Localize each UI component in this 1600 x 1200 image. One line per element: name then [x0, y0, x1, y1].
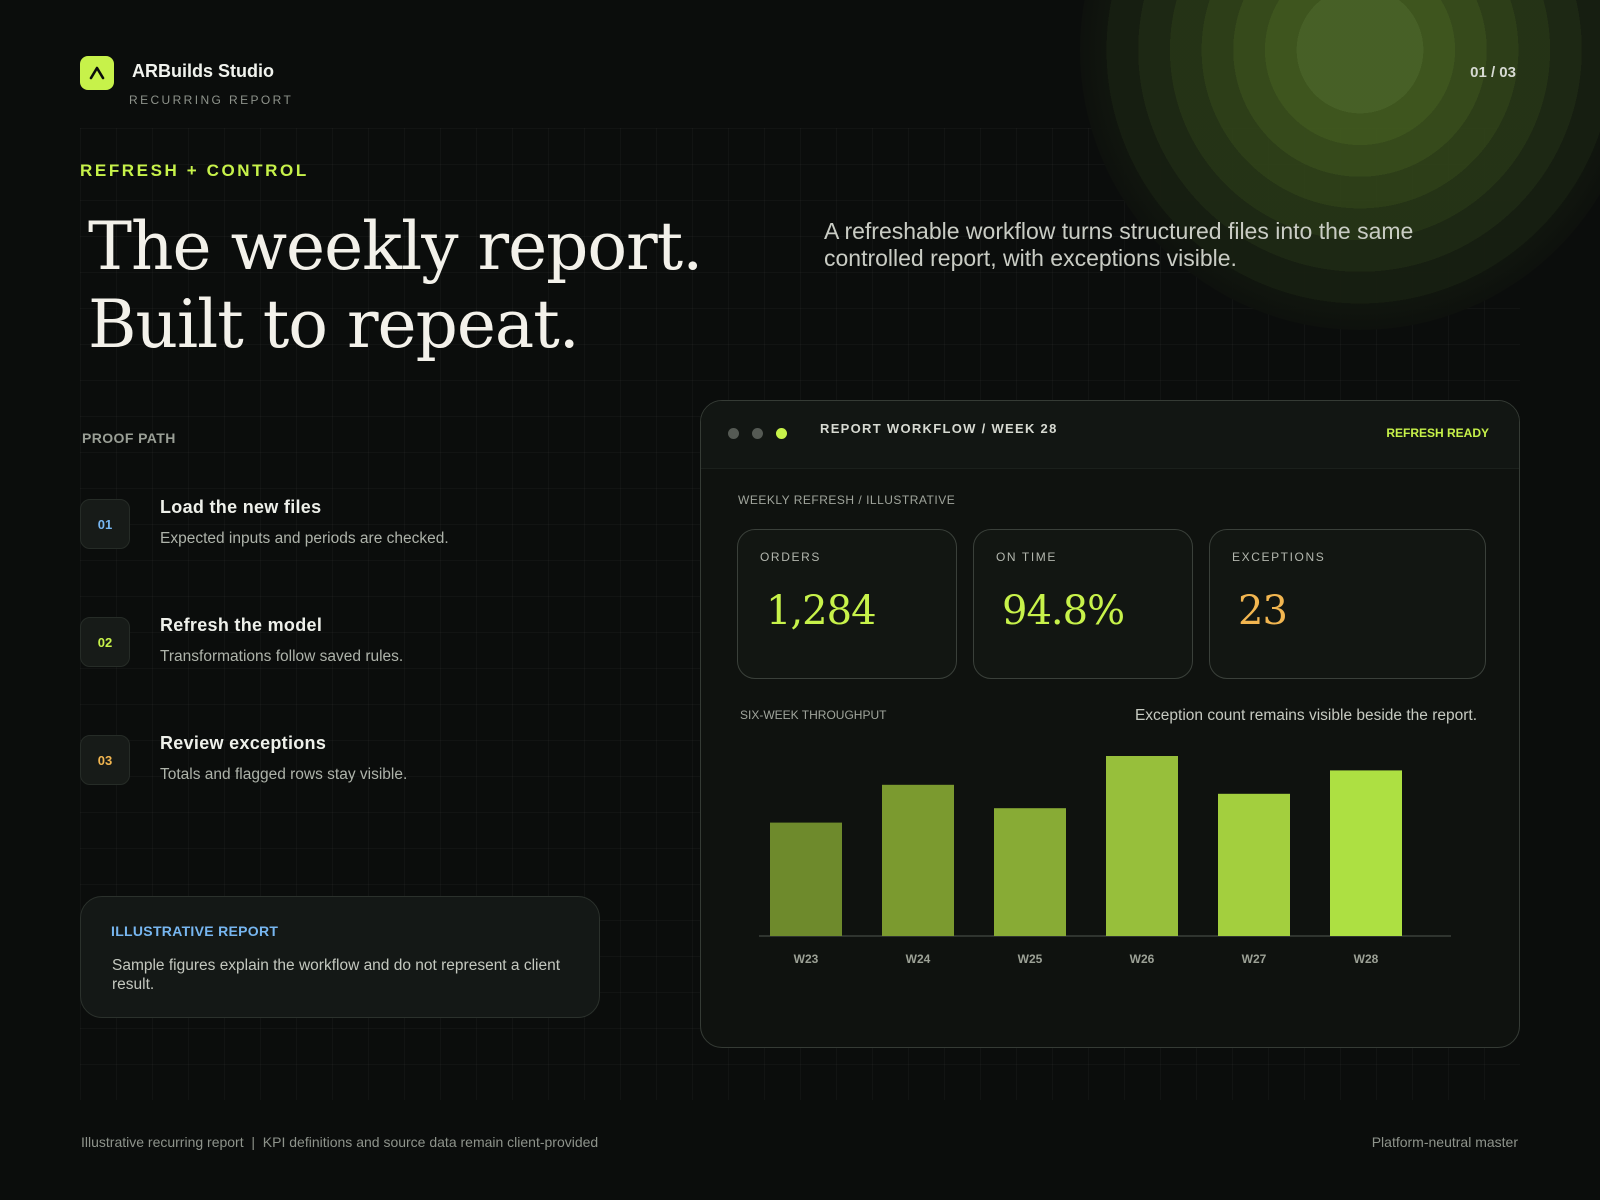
panel-header: REPORT WORKFLOW / WEEK 28 REFRESH READY — [701, 401, 1519, 469]
throughput-bar-chart: W23 W24 W25 W26 W27 W28 — [759, 756, 1451, 966]
panel-title: REPORT WORKFLOW / WEEK 28 — [820, 421, 1058, 436]
chart-tick-label: W24 — [906, 952, 931, 966]
kpi-value: 23 — [1238, 588, 1288, 634]
chart-tick-label: W25 — [1018, 952, 1043, 966]
kpi-label: ON TIME — [996, 550, 1057, 564]
chart-bar-w24 — [882, 784, 954, 936]
eyebrow: REFRESH + CONTROL — [80, 161, 309, 180]
chart-label: SIX-WEEK THROUGHPUT — [740, 708, 887, 722]
step-load-files: 01 Load the new files Expected inputs an… — [80, 497, 449, 549]
panel-subtitle: WEEKLY REFRESH / ILLUSTRATIVE — [738, 493, 956, 507]
window-dot-icon — [728, 428, 739, 439]
window-dot-active-icon — [776, 428, 787, 439]
chevron-up-icon — [80, 56, 114, 90]
chart-tick-label: W23 — [794, 952, 819, 966]
step-number-badge: 01 — [80, 499, 130, 549]
chart-bar-w25 — [994, 808, 1066, 936]
chart-tick-label: W26 — [1130, 952, 1155, 966]
step-description: Expected inputs and periods are checked. — [160, 530, 449, 547]
chart-bar-w26 — [1106, 756, 1178, 936]
kpi-card-on-time: ON TIME 94.8% — [973, 529, 1193, 679]
headline-line-2: Built to repeat. — [88, 286, 580, 363]
proof-path-label: PROOF PATH — [82, 430, 176, 446]
step-title: Review exceptions — [160, 733, 327, 753]
note-title: ILLUSTRATIVE REPORT — [111, 923, 279, 939]
step-number-badge: 03 — [80, 735, 130, 785]
chart-tick-label: W28 — [1354, 952, 1379, 966]
step-number-badge: 02 — [80, 617, 130, 667]
footer-left: Illustrative recurring report | KPI defi… — [81, 1134, 599, 1150]
step-title: Load the new files — [160, 497, 322, 517]
footer-right: Platform-neutral master — [1371, 1134, 1518, 1150]
brand: ARBuilds Studio RECURRING REPORT — [80, 56, 293, 107]
note-body: Sample figures explain the workflow and … — [112, 957, 561, 993]
window-dot-icon — [752, 428, 763, 439]
chart-bar-w28 — [1330, 770, 1402, 936]
kpi-value: 94.8% — [1002, 588, 1125, 634]
kpi-label: ORDERS — [760, 550, 821, 564]
kpi-card-orders: ORDERS 1,284 — [737, 529, 957, 679]
headline-line-1: The weekly report. — [88, 208, 703, 285]
step-title: Refresh the model — [160, 615, 323, 635]
chart-bar-w27 — [1218, 793, 1290, 936]
kpi-value: 1,284 — [766, 588, 877, 634]
chart-note: Exception count remains visible beside t… — [1134, 707, 1477, 724]
report-workflow-panel: REPORT WORKFLOW / WEEK 28 REFRESH READY … — [700, 400, 1520, 1048]
headline: The weekly report. Built to repeat. — [88, 208, 703, 364]
step-review-exceptions: 03 Review exceptions Totals and flagged … — [80, 733, 408, 785]
kpi-label: EXCEPTIONS — [1232, 550, 1326, 564]
intro-text: A refreshable workflow turns structured … — [824, 218, 1414, 271]
chart-bar-w23 — [770, 822, 842, 936]
page-number: 01 / 03 — [1470, 64, 1516, 81]
step-refresh-model: 02 Refresh the model Transformations fol… — [80, 615, 404, 667]
brand-name: ARBuilds Studio — [132, 61, 274, 81]
brand-subtitle: RECURRING REPORT — [129, 93, 294, 107]
step-description: Totals and flagged rows stay visible. — [160, 766, 408, 783]
illustrative-note-card: ILLUSTRATIVE REPORT Sample figures expla… — [80, 896, 600, 1018]
kpi-card-exceptions: EXCEPTIONS 23 — [1209, 529, 1486, 679]
refresh-status-badge: REFRESH READY — [1386, 426, 1489, 440]
step-description: Transformations follow saved rules. — [160, 648, 404, 665]
chart-tick-label: W27 — [1242, 952, 1267, 966]
